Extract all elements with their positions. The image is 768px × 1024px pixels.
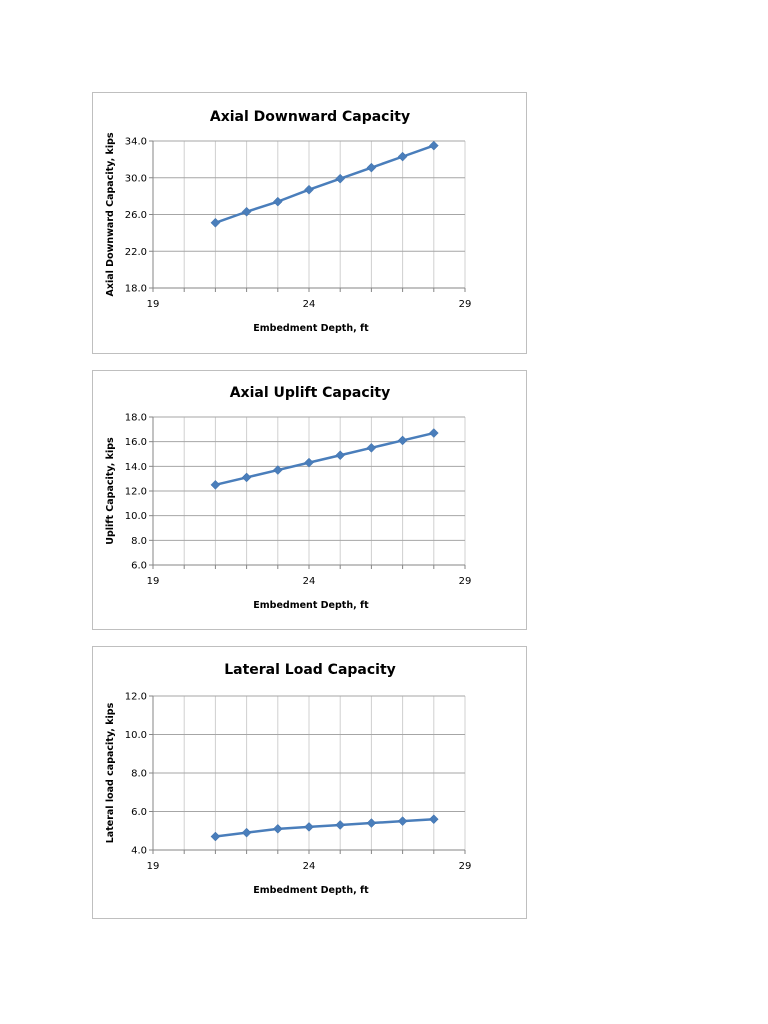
y-tick-label: 8.0	[131, 769, 147, 780]
y-tick-label: 12.0	[125, 692, 147, 703]
y-tick-label: 8.0	[131, 536, 147, 547]
x-tick-label: 24	[303, 861, 316, 872]
x-tick-label: 24	[303, 576, 316, 587]
diamond-marker-icon	[272, 196, 283, 207]
y-tick-label: 12.0	[125, 487, 147, 498]
data-line	[214, 144, 435, 224]
diamond-marker-icon	[241, 206, 252, 217]
chart-title: Lateral Load Capacity	[224, 662, 396, 678]
diamond-marker-icon	[366, 818, 377, 828]
y-axis-title: Axial Downward Capacity, kips	[105, 132, 116, 296]
diamond-marker-icon	[335, 450, 346, 461]
y-axis-title: Lateral load capacity, kips	[105, 702, 116, 843]
diamond-marker-icon	[397, 151, 408, 162]
chart-svg: Axial Uplift Capacity 6.0 8.0 10.0 12.0 14.0 1…	[105, 385, 472, 611]
diamond-marker-icon	[241, 472, 252, 483]
diamond-marker-icon	[366, 162, 377, 173]
x-tick-label: 24	[303, 299, 316, 310]
chart-svg: Lateral Load Capacity 4.0 6.0 8.0 10.0 12.0 19…	[105, 662, 472, 896]
diamond-marker-icon	[428, 428, 439, 438]
diamond-marker-icon	[304, 822, 314, 832]
y-tick-label: 30.0	[125, 173, 147, 184]
data-line	[215, 431, 435, 487]
y-tick-label: 10.0	[125, 511, 147, 522]
data-line	[215, 817, 434, 838]
x-tick-label: 19	[147, 299, 160, 310]
y-tick-label: 4.0	[131, 846, 147, 857]
x-axis-title: Embedment Depth, ft	[253, 600, 369, 611]
x-tick-label: 19	[147, 576, 160, 587]
diamond-marker-icon	[272, 823, 283, 834]
y-tick-label: 6.0	[131, 807, 147, 818]
y-tick-label: 14.0	[125, 462, 147, 473]
y-axis-title: Uplift Capacity, kips	[105, 437, 116, 545]
diamond-marker-icon	[335, 173, 346, 184]
diamond-marker-icon	[397, 816, 408, 826]
x-tick-label: 29	[459, 861, 472, 872]
chart-axial-uplift-capacity: Axial Uplift Capacity 6.0 8.0 10.0 12.0 14.0 1…	[92, 370, 527, 630]
y-tick-label: 34.0	[125, 137, 147, 148]
x-axis-title: Embedment Depth, ft	[253, 885, 369, 896]
diamond-marker-icon	[241, 827, 252, 838]
diamond-marker-icon	[272, 465, 283, 475]
diamond-marker-icon	[210, 217, 221, 228]
diamond-marker-icon	[304, 457, 314, 468]
x-axis-title: Embedment Depth, ft	[253, 323, 369, 334]
x-tick-label: 29	[459, 576, 472, 587]
y-tick-label: 18.0	[125, 284, 147, 295]
chart-svg: Axial Downward Capacity 18.0 22.0 26.0 30.0 3…	[105, 109, 472, 334]
diamond-marker-icon	[335, 820, 346, 830]
x-tick-label: 29	[459, 299, 472, 310]
diamond-marker-icon	[210, 831, 221, 842]
chart-title: Axial Uplift Capacity	[230, 385, 391, 401]
diamond-marker-icon	[428, 140, 439, 151]
chart-axial-downward-capacity: Axial Downward Capacity 18.0 22.0 26.0 30.0 3…	[92, 92, 527, 354]
diamond-marker-icon	[397, 435, 408, 446]
y-tick-label: 26.0	[125, 210, 147, 221]
y-tick-label: 22.0	[125, 247, 147, 258]
diamond-marker-icon	[428, 814, 439, 825]
y-tick-label: 6.0	[131, 561, 147, 572]
y-tick-label: 10.0	[125, 730, 147, 741]
x-tick-label: 19	[147, 861, 160, 872]
diamond-marker-icon	[366, 442, 377, 453]
diamond-marker-icon	[304, 184, 314, 195]
diamond-marker-icon	[210, 479, 221, 490]
y-tick-label: 18.0	[125, 413, 147, 424]
chart-lateral-load-capacity: Lateral Load Capacity 4.0 6.0 8.0 10.0 12.0 19…	[92, 646, 527, 919]
y-tick-label: 16.0	[125, 437, 147, 448]
chart-title: Axial Downward Capacity	[210, 109, 410, 125]
